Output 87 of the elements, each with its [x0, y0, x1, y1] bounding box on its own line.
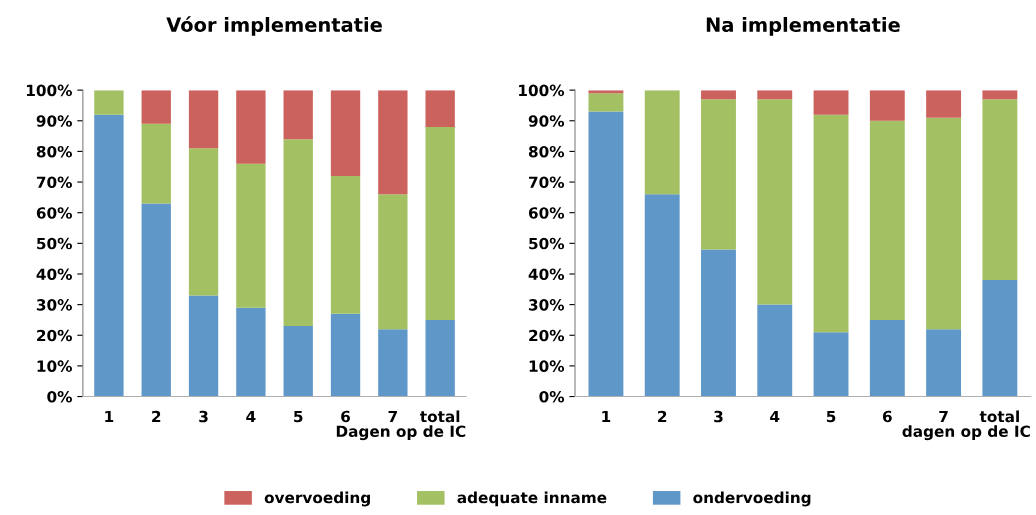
bar	[236, 163, 266, 308]
y-tick-label: 100%	[26, 84, 72, 97]
bar	[869, 319, 905, 397]
bar	[869, 120, 905, 320]
legend-label: ondervoeding	[693, 491, 811, 507]
x-tick-label: 6	[341, 410, 351, 423]
bar	[330, 175, 361, 314]
x-axis-title: dagen op de IC	[902, 425, 1030, 441]
bar	[701, 249, 736, 397]
y-tick-label: 70%	[529, 176, 565, 189]
y-tick-label: 30%	[36, 299, 72, 311]
bar	[283, 90, 313, 140]
bar	[188, 90, 219, 149]
bar	[425, 90, 455, 127]
y-tick-label: 10%	[37, 360, 72, 372]
bar	[378, 194, 408, 330]
y-tick-label: 20%	[529, 329, 565, 342]
x-tick-label: 2	[152, 410, 161, 423]
x-tick-label: total	[979, 410, 1019, 423]
legend-label: adequate inname	[457, 491, 607, 507]
x-tick-label: 3	[714, 410, 723, 423]
x-axis-title: Dagen op de IC	[336, 425, 466, 441]
y-tick-label: 20%	[37, 329, 72, 342]
bar	[94, 114, 124, 397]
y-tick-label: 50%	[37, 237, 72, 250]
x-tick-label: 1	[602, 410, 611, 423]
y-tick-label: 100%	[519, 84, 565, 97]
bar	[869, 90, 905, 121]
chart-title: Vóor implementatie	[166, 16, 382, 36]
bar	[926, 117, 962, 330]
y-tick-label: 80%	[528, 145, 565, 158]
y-tick-label: 90%	[528, 115, 565, 127]
y-tick-label: 70%	[36, 176, 72, 189]
bar	[188, 295, 219, 397]
bar	[141, 123, 171, 204]
bar	[378, 90, 408, 195]
bar	[236, 307, 266, 397]
y-tick-label: 80%	[36, 145, 72, 158]
bar	[330, 90, 361, 176]
bar	[644, 194, 680, 397]
x-tick-label: 7	[388, 410, 397, 423]
bar	[378, 329, 408, 397]
x-tick-label: 5	[826, 410, 836, 423]
y-tick-label: 0%	[539, 391, 565, 403]
bar	[813, 90, 849, 115]
bar	[701, 99, 736, 250]
y-tick-label: 0%	[47, 391, 72, 403]
x-tick-label: 4	[246, 410, 256, 423]
x-tick-label: 1	[105, 410, 114, 423]
bar	[982, 99, 1018, 281]
bar	[283, 139, 313, 327]
x-tick-label: 4	[770, 410, 780, 423]
bar	[141, 90, 171, 124]
x-tick-label: 2	[658, 410, 667, 423]
y-tick-label: 90%	[36, 115, 72, 127]
y-tick-label: 30%	[529, 299, 565, 311]
bar	[588, 93, 624, 112]
x-tick-label: 7	[939, 410, 948, 423]
bar	[757, 304, 793, 397]
y-tick-label: 60%	[36, 207, 72, 219]
chart-title: Na implementatie	[706, 17, 900, 36]
bar	[425, 319, 455, 397]
bar	[330, 313, 361, 397]
bar	[926, 329, 962, 397]
bar	[813, 114, 849, 333]
bar	[813, 332, 849, 397]
x-tick-label: 5	[294, 410, 303, 423]
bar	[141, 203, 171, 397]
y-tick-label: 40%	[528, 268, 565, 280]
y-tick-label: 60%	[528, 207, 565, 219]
x-tick-label: 3	[199, 410, 208, 423]
bar	[757, 99, 793, 305]
bar	[283, 326, 313, 397]
bar	[425, 126, 455, 320]
x-tick-label: total	[420, 410, 460, 423]
bar	[982, 280, 1018, 397]
y-tick-label: 10%	[529, 360, 565, 372]
bar	[236, 90, 266, 164]
bar	[926, 90, 962, 118]
x-tick-label: 6	[882, 410, 892, 423]
bar	[644, 90, 680, 195]
legend-label: overvoeding	[264, 491, 370, 507]
bar	[188, 148, 219, 296]
y-tick-label: 40%	[36, 268, 72, 280]
bar	[94, 90, 124, 115]
bar	[588, 111, 624, 397]
y-tick-label: 50%	[529, 237, 565, 250]
